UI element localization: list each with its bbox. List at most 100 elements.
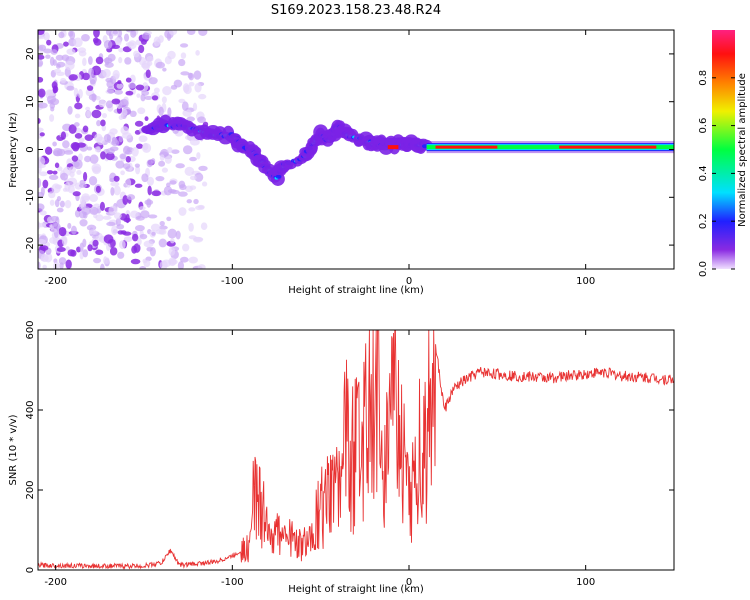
spectrogram-noise-blob (118, 47, 124, 53)
spectrogram-noise-blob (54, 199, 60, 208)
spectrogram-noise-blob (49, 199, 55, 206)
spectrogram-noise-blob (162, 67, 167, 72)
figure-title: S169.2023.158.23.48.R24 (271, 3, 441, 18)
spectrogram-noise-blob (122, 145, 131, 155)
y-tick-label: 0 (25, 146, 36, 152)
spectrogram-noise-blob (158, 238, 167, 248)
spectrogram-noise-blob (131, 233, 139, 242)
spectrogram-noise-blob (180, 71, 190, 76)
spectrogram-noise-blob (193, 70, 202, 80)
spectrogram-noise-blob (138, 135, 148, 143)
spectrogram-noise-blob (95, 185, 101, 193)
spectrogram-noise-blob (40, 186, 45, 196)
spectrogram-noise-blob (81, 34, 90, 42)
spectrogram-noise-blob (159, 221, 165, 227)
spectrogram-noise-blob (134, 183, 143, 188)
spectrogram-noise-blob (67, 105, 73, 115)
spectrogram-noise-blob (56, 247, 66, 253)
spectrogram-noise-blob (167, 189, 177, 194)
spectrogram-noise-blob (56, 71, 65, 76)
snr-x-axis-label: Height of straight line (km) (288, 584, 424, 595)
spectrogram-noise-blob (117, 80, 122, 85)
spectrogram-noise-blob (107, 85, 115, 94)
spectrogram-noise-blob (178, 191, 188, 197)
spectrogram-noise-blob (103, 40, 113, 50)
spectrogram-noise-blob (88, 175, 98, 186)
spectrogram-noise-blob (189, 175, 197, 181)
x-tick-label: 100 (576, 276, 595, 287)
spectrogram-noise-blob (100, 263, 105, 269)
spectrogram-noise-blob (51, 81, 58, 90)
spectrogram-noise-blob (158, 35, 164, 43)
spectrogram-noise-blob (158, 225, 168, 230)
spectrogram-noise-blob (168, 246, 176, 256)
spectrogram-ridge-core (275, 174, 282, 179)
spectrogram-noise-blob (70, 225, 77, 235)
spectrogram-noise-blob (151, 190, 162, 197)
x-tick-label: -200 (44, 577, 67, 588)
spectrogram-noise-blob (178, 207, 187, 216)
spectrogram-noise-blob (58, 226, 67, 237)
spectrogram-noise-blob (67, 249, 75, 257)
spectrogram-noise-blob (125, 77, 132, 83)
spectrogram-noise-blob (105, 148, 115, 155)
spectrogram-noise-blob (155, 61, 165, 69)
spectrogram-noise-blob (135, 84, 145, 91)
spectrogram-noise-blob (38, 222, 46, 228)
spectrogram-noise-blob (144, 116, 149, 122)
spectrogram-noise-blob (105, 100, 113, 109)
spectrogram-noise-blob (82, 72, 90, 81)
spectrogram-noise-blob (63, 150, 74, 155)
spectrogram-noise-blob (194, 172, 204, 182)
spectrogram-noise-blob (50, 215, 59, 222)
colorbar-tick-label: 0.0 (698, 261, 709, 277)
spectrogram-noise-blob (43, 32, 50, 41)
spectrogram-noise-blob (74, 209, 81, 218)
spectrogram-noise-blob (60, 77, 67, 84)
spectrogram-noise-blob (49, 114, 55, 122)
spectrogram-noise-blob (173, 79, 183, 88)
spectrogram-noise-blob (107, 53, 116, 62)
spectrogram-noise-blob (139, 233, 148, 240)
spectrogram-noise-blob (125, 90, 134, 96)
spectrogram-noise-blob (38, 102, 48, 109)
spectrogram-noise-blob (189, 138, 200, 146)
spectrogram-noise-blob (120, 108, 128, 117)
spectrogram-noise-blob (122, 195, 129, 206)
spectrogram-noise-blob (93, 257, 102, 264)
colorbar-tick-label: 0.2 (698, 213, 709, 229)
spectrogram-noise-blob (67, 177, 78, 187)
spectrogram-noise-blob (93, 38, 102, 46)
spectrogram-noise-blob (130, 258, 141, 265)
spectrogram-noise-blob (112, 136, 117, 142)
spectrogram-noise-blob (120, 126, 129, 135)
spectrogram-noise-blob (103, 234, 114, 244)
spectrogram-noise-blob (131, 147, 139, 157)
spectrogram-noise-blob (72, 191, 81, 197)
spectrogram-noise-blob (112, 30, 118, 35)
spectrogram-noise-blob (109, 246, 118, 256)
y-tick-label: 200 (25, 480, 36, 499)
spectrogram-noise-blob (67, 185, 75, 194)
spectrogram-noise-blob (49, 102, 56, 109)
spectrogram-noise-blob (159, 154, 165, 161)
spectrogram-noise-blob (79, 179, 86, 185)
colorbar-tick-label: 0.8 (698, 70, 709, 86)
spectrogram-noise-blob (129, 110, 137, 118)
spectrogram-noise-blob (96, 120, 101, 127)
spectrogram-noise-blob (137, 107, 146, 115)
spectrogram-noise-blob (141, 143, 152, 153)
spectrogram-noise-blob (66, 85, 75, 91)
spectrogram-noise-blob (87, 244, 93, 252)
spectrogram-noise-blob (43, 48, 52, 54)
spectrogram-noise-blob (134, 120, 144, 127)
spectrogram-noise-blob (143, 259, 151, 268)
spectrogram-noise-blob (158, 160, 166, 167)
spectrogram-noise-blob (125, 30, 135, 33)
spectrogram-noise-blob (135, 143, 144, 149)
spectrogram-noise-blob (59, 262, 64, 269)
spectrogram-image (38, 30, 674, 269)
spectrogram-noise-blob (38, 127, 44, 132)
spectrogram-noise-blob (115, 160, 125, 169)
